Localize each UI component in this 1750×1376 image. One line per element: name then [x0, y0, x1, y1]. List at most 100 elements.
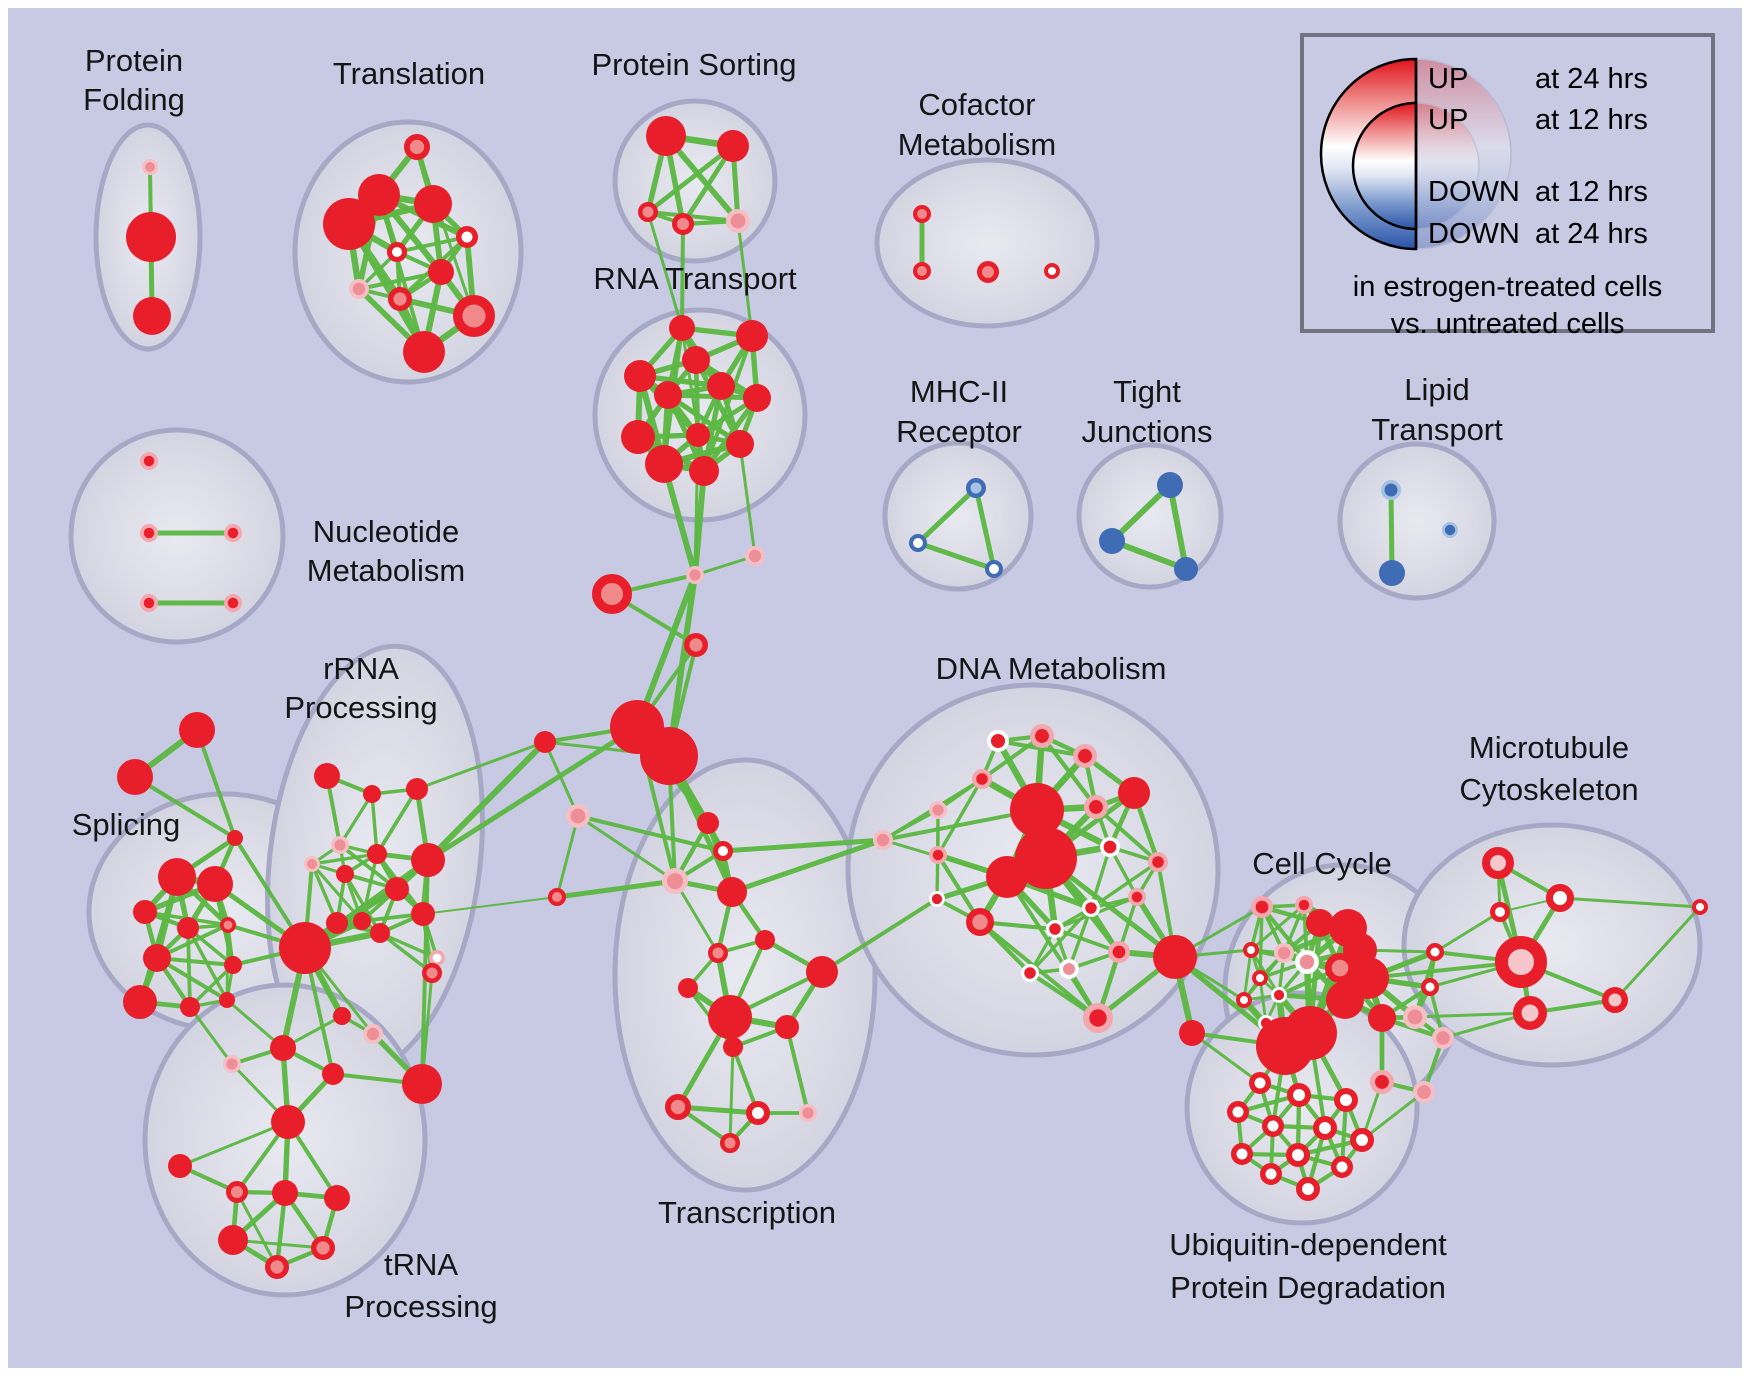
gene-node [1252, 970, 1268, 986]
edge [1167, 482, 1189, 572]
gene-node [224, 956, 242, 974]
gene-node [689, 456, 719, 486]
gene-node [755, 930, 775, 950]
legend-row-up-12: UP at 12 hrs [1304, 104, 1711, 138]
gene-node [720, 1133, 740, 1153]
gene-node [117, 759, 153, 795]
gene-node [336, 865, 354, 883]
gene-node [1020, 963, 1039, 982]
gene-node [1015, 827, 1077, 889]
gene-node [363, 785, 381, 803]
gene-node [1368, 1004, 1396, 1032]
gene-node [271, 1105, 305, 1139]
edge [188, 963, 235, 1009]
edge [235, 1190, 279, 1269]
gene-node [1296, 1177, 1320, 1201]
cluster-label-trna-processing: Processing [344, 1289, 497, 1324]
gene-node [745, 546, 766, 567]
edge [554, 878, 678, 900]
gene-node [621, 420, 655, 454]
gene-node [1381, 480, 1401, 500]
gene-node [1099, 528, 1125, 554]
gene-node [348, 278, 369, 299]
edge [338, 792, 374, 847]
legend-footer-line2: vs. untreated cells [1390, 308, 1625, 340]
edge [738, 442, 757, 558]
edge [820, 897, 939, 974]
gene-node [1379, 560, 1405, 586]
legend-down12-time: at 12 hrs [1535, 176, 1648, 208]
gene-node [909, 534, 928, 553]
gene-node [272, 1180, 298, 1206]
gene-node [686, 566, 705, 585]
legend-footer-line1: in estrogen-treated cells [1352, 271, 1663, 303]
cluster-label-nucleotide-metabolism: Metabolism [307, 553, 466, 588]
gene-node [1602, 987, 1628, 1013]
edge [915, 485, 979, 546]
gene-node [385, 877, 409, 901]
cluster-blob-ubiquitin-degradation [1184, 990, 1420, 1226]
cluster-label-protein-folding: Folding [83, 82, 185, 117]
gene-node [1286, 1143, 1310, 1167]
edge [978, 920, 1100, 1020]
gene-node [1274, 943, 1295, 964]
gene-node [1044, 263, 1060, 279]
gene-node [1227, 1101, 1249, 1123]
gene-node [1313, 1116, 1337, 1140]
gene-node [168, 1154, 192, 1178]
gene-node [806, 956, 838, 988]
edge [231, 1238, 325, 1250]
gene-node [1128, 888, 1147, 907]
gene-node [1329, 909, 1367, 947]
gene-node [388, 287, 413, 312]
cluster-label-microtubule-cytoskeleton: Microtubule [1469, 730, 1629, 765]
legend-row-down-24: DOWN at 24 hrs [1304, 218, 1711, 252]
gene-node [1100, 836, 1121, 857]
edge [645, 143, 736, 215]
gene-node [143, 944, 171, 972]
gene-node [314, 763, 340, 789]
gene-node [1231, 1143, 1253, 1165]
gene-node [428, 949, 445, 966]
gene-node [929, 846, 948, 865]
edge [343, 872, 382, 935]
gene-node [270, 1035, 296, 1061]
cluster-blob-cofactor-metabolism [874, 157, 1100, 329]
legend-down24-time: at 24 hrs [1535, 218, 1648, 250]
cluster-blob-nucleotide-metabolism [68, 427, 286, 645]
gene-node [1692, 899, 1708, 915]
gene-node [456, 226, 478, 248]
cluster-blob-lipid-transport [1337, 441, 1497, 601]
gene-node [646, 116, 686, 156]
gene-node [1174, 557, 1198, 581]
gene-node [1495, 936, 1547, 988]
gene-node [548, 888, 567, 907]
gene-node [324, 1185, 350, 1211]
gene-node [1108, 940, 1131, 963]
gene-node [966, 478, 986, 498]
gene-node [799, 1103, 818, 1122]
edge [310, 852, 379, 866]
cluster-label-lipid-transport: Transport [1371, 412, 1503, 447]
gene-node [686, 423, 710, 447]
gene-node [311, 1235, 336, 1260]
gene-node [406, 778, 428, 800]
edge [693, 554, 757, 577]
gene-node [723, 1037, 743, 1057]
gene-node [971, 768, 992, 789]
edge [702, 334, 754, 473]
edge [377, 193, 426, 354]
gene-node [1546, 884, 1574, 912]
edge [370, 792, 379, 856]
edge [1242, 948, 1253, 1002]
gene-node [985, 560, 1004, 579]
gene-node [362, 1024, 383, 1045]
gene-node [1403, 1005, 1428, 1030]
gene-node [226, 1180, 249, 1203]
edge [728, 1045, 735, 1145]
gene-node [1347, 957, 1389, 999]
gene-node [402, 1064, 442, 1104]
edge [634, 572, 698, 730]
edge [138, 875, 179, 1004]
